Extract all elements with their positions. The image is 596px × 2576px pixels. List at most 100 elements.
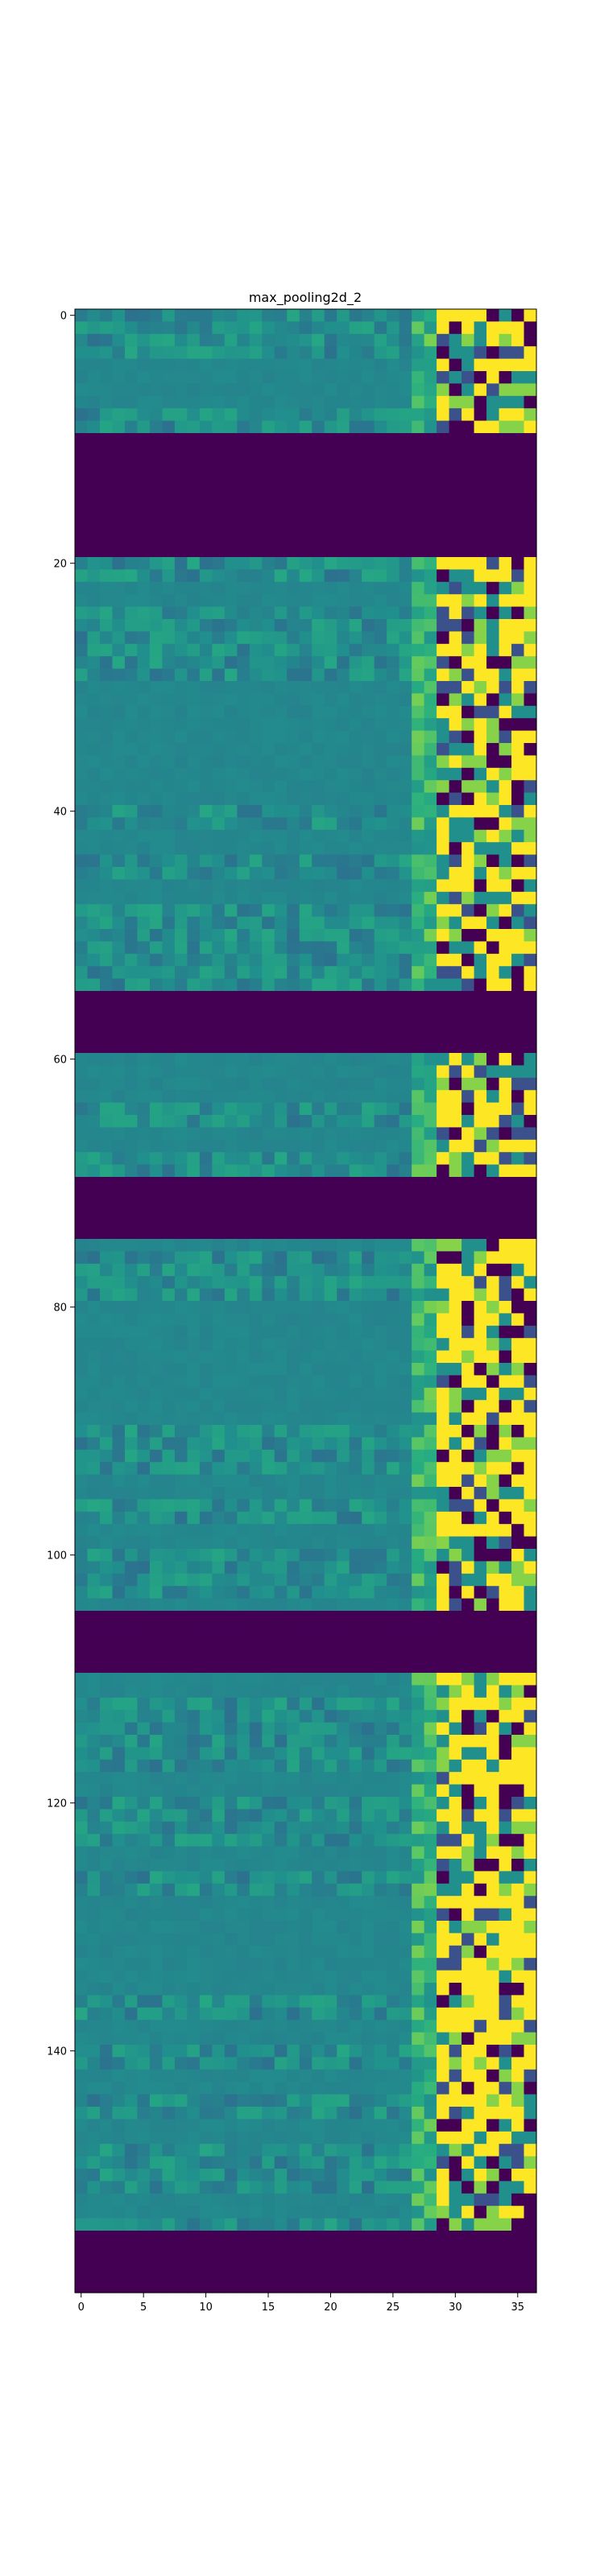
heatmap-cell — [75, 1958, 89, 1971]
heatmap-cell — [274, 606, 288, 620]
heatmap-cell — [449, 842, 462, 856]
heatmap-cell — [511, 867, 525, 880]
heatmap-cell — [274, 1065, 288, 1079]
heatmap-cell — [511, 1425, 525, 1438]
heatmap-cell — [224, 1400, 238, 1414]
heatmap-cell — [511, 991, 525, 1004]
heatmap-cell — [124, 321, 139, 335]
heatmap-cell — [112, 1164, 126, 1178]
heatmap-cell — [174, 1697, 188, 1711]
heatmap-cell — [274, 445, 288, 459]
heatmap-cell — [112, 1735, 126, 1748]
heatmap-cell — [199, 1276, 213, 1290]
heatmap-cell — [124, 1350, 139, 1364]
heatmap-cell — [274, 1673, 288, 1686]
heatmap-cell — [199, 1425, 213, 1438]
heatmap-cell — [137, 1511, 151, 1525]
heatmap-cell — [87, 1549, 101, 1562]
heatmap-cell — [112, 395, 126, 409]
heatmap-cell — [412, 1400, 425, 1414]
heatmap-cell — [162, 309, 176, 322]
heatmap-cell — [324, 1598, 337, 1612]
heatmap-cell — [149, 1053, 163, 1066]
heatmap-cell — [274, 929, 288, 942]
heatmap-cell — [174, 1573, 188, 1587]
heatmap-cell — [112, 383, 126, 397]
heatmap-cell — [287, 805, 300, 818]
heatmap-cell — [461, 1015, 475, 1029]
heatmap-cell — [299, 1945, 312, 1959]
heatmap-cell — [124, 1152, 139, 1166]
heatmap-cell — [262, 606, 275, 620]
heatmap-cell — [461, 1970, 475, 1984]
heatmap-cell — [399, 891, 412, 905]
heatmap-cell — [212, 730, 226, 744]
heatmap-cell — [499, 916, 512, 930]
heatmap-cell — [524, 1276, 537, 1290]
heatmap-cell — [524, 1908, 537, 1922]
heatmap-cell — [199, 817, 213, 831]
heatmap-cell — [199, 358, 213, 372]
heatmap-cell — [287, 1821, 300, 1835]
heatmap-cell — [486, 1301, 500, 1314]
heatmap-cell — [87, 805, 101, 818]
heatmap-cell — [87, 1710, 101, 1724]
heatmap-cell — [362, 1115, 375, 1128]
heatmap-cell — [262, 1883, 275, 1897]
heatmap-cell — [324, 1387, 337, 1401]
heatmap-cell — [199, 1412, 213, 1426]
heatmap-cell — [137, 941, 151, 955]
heatmap-cell — [349, 1747, 362, 1761]
heatmap-cell — [75, 1053, 89, 1066]
heatmap-cell — [124, 891, 139, 905]
heatmap-cell — [262, 1611, 275, 1624]
heatmap-cell — [399, 1425, 412, 1438]
heatmap-cell — [112, 842, 126, 856]
heatmap-cell — [262, 1710, 275, 1724]
heatmap-cell — [149, 1003, 163, 1017]
heatmap-cell — [437, 1164, 450, 1178]
heatmap-cell — [199, 1077, 213, 1091]
heatmap-cell — [262, 1648, 275, 1662]
heatmap-cell — [174, 1871, 188, 1885]
heatmap-cell — [449, 1288, 462, 1302]
heatmap-cell — [274, 1090, 288, 1104]
heatmap-cell — [387, 445, 400, 459]
heatmap-cell — [324, 1350, 337, 1364]
heatmap-cell — [262, 321, 275, 335]
heatmap-cell — [387, 1474, 400, 1488]
heatmap-cell — [75, 383, 89, 397]
heatmap-cell — [499, 1102, 512, 1116]
heatmap-cell — [524, 470, 537, 484]
heatmap-cell — [349, 1239, 362, 1252]
heatmap-cell — [199, 1623, 213, 1637]
heatmap-cell — [149, 1152, 163, 1166]
heatmap-cell — [511, 606, 525, 620]
heatmap-cell — [412, 1821, 425, 1835]
heatmap-cell — [449, 1301, 462, 1314]
heatmap-cell — [149, 842, 163, 856]
heatmap-cell — [287, 482, 300, 496]
heatmap-cell — [312, 1325, 325, 1339]
heatmap-cell — [511, 941, 525, 955]
heatmap-cell — [137, 1462, 151, 1476]
heatmap-cell — [187, 767, 201, 781]
heatmap-cell — [374, 1722, 387, 1736]
heatmap-cell — [162, 743, 176, 756]
heatmap-cell — [461, 1127, 475, 1141]
heatmap-cell — [224, 1821, 238, 1835]
heatmap-cell — [99, 867, 114, 880]
heatmap-cell — [274, 1896, 288, 1909]
heatmap-cell — [499, 532, 512, 546]
heatmap-cell — [274, 1846, 288, 1860]
heatmap-cell — [99, 1028, 114, 1042]
heatmap-cell — [424, 1834, 437, 1847]
heatmap-cell — [412, 668, 425, 682]
heatmap-cell — [437, 1573, 450, 1587]
heatmap-cell — [99, 780, 114, 794]
heatmap-cell — [174, 1487, 188, 1500]
heatmap-cell — [149, 1214, 163, 1228]
heatmap-cell — [374, 1363, 387, 1376]
heatmap-cell — [437, 1152, 450, 1166]
heatmap-cell — [212, 383, 226, 397]
